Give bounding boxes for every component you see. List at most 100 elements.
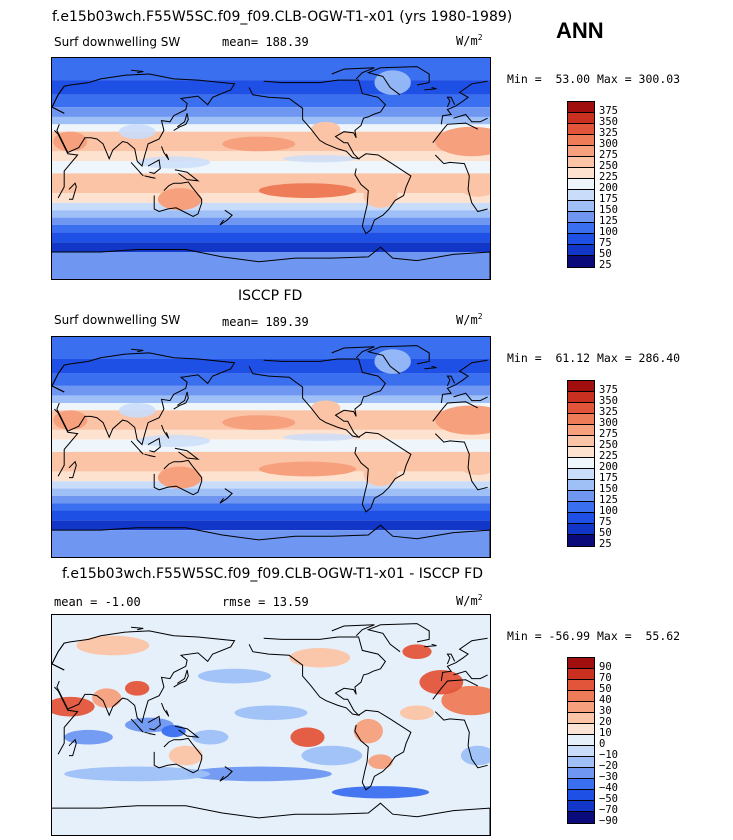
panel3-map bbox=[51, 614, 491, 836]
colorbar-swatch bbox=[568, 790, 594, 801]
colorbar-swatch bbox=[568, 403, 594, 414]
colorbar-swatch bbox=[568, 658, 594, 669]
colorbar-swatch bbox=[568, 669, 594, 680]
colorbar-swatch bbox=[568, 735, 594, 746]
colorbar-swatch bbox=[568, 223, 594, 234]
colorbar-label: −10 bbox=[599, 749, 618, 761]
colorbar-swatch bbox=[568, 812, 594, 823]
colorbar-swatch bbox=[568, 124, 594, 135]
colorbar-swatch bbox=[568, 713, 594, 724]
colorbar-swatch bbox=[568, 768, 594, 779]
colorbar-swatch bbox=[568, 201, 594, 212]
panel1-variable: Surf downwelling SW bbox=[54, 35, 181, 49]
colorbar-swatch bbox=[568, 779, 594, 790]
colorbar-label: 100 bbox=[599, 226, 618, 238]
colorbar-label: 100 bbox=[599, 505, 618, 517]
colorbar-swatch bbox=[568, 414, 594, 425]
colorbar-label: 20 bbox=[599, 716, 612, 728]
colorbar-label: 125 bbox=[599, 494, 618, 506]
colorbar-label: 125 bbox=[599, 215, 618, 227]
panel1-colorbar-labels: 375 350 325 300 275 250 225 200 175 150 125 100 75 50… bbox=[599, 101, 618, 271]
panel3-title: f.e15b03wch.F55W5SC.f09_f09.CLB-OGW-T1-x… bbox=[62, 566, 484, 582]
colorbar-swatch bbox=[568, 691, 594, 702]
colorbar-swatch bbox=[568, 245, 594, 256]
colorbar-swatch bbox=[568, 702, 594, 713]
panel1-map bbox=[51, 57, 491, 280]
colorbar-swatch bbox=[568, 757, 594, 768]
panel3-colorbar-labels: 90 70 50 40 30 20 10 0 −10 −20 −30 −40 −50 −70 −90 bbox=[599, 657, 618, 827]
panel1-units: W/m2 bbox=[456, 33, 483, 48]
colorbar-label: −50 bbox=[599, 793, 618, 805]
panel3-units: W/m2 bbox=[456, 593, 483, 608]
colorbar-label: 300 bbox=[599, 138, 618, 150]
colorbar-label: 50 bbox=[599, 248, 612, 260]
colorbar-label: 275 bbox=[599, 428, 618, 440]
colorbar-label: 300 bbox=[599, 417, 618, 429]
colorbar-swatch bbox=[568, 425, 594, 436]
colorbar-label: 90 bbox=[599, 661, 612, 673]
panel3-colorbar bbox=[567, 657, 595, 824]
colorbar-label: −90 bbox=[599, 815, 618, 827]
panel2-min-max: Min = 61.12 Max = 286.40 bbox=[507, 351, 681, 365]
colorbar-label: 150 bbox=[599, 483, 618, 495]
colorbar-label: 50 bbox=[599, 683, 612, 695]
colorbar-label: 175 bbox=[599, 472, 618, 484]
colorbar-swatch bbox=[568, 480, 594, 491]
season-label: ANN bbox=[556, 18, 604, 43]
colorbar-label: 175 bbox=[599, 193, 618, 205]
panel1-map-field bbox=[52, 58, 490, 279]
colorbar-label: 50 bbox=[599, 527, 612, 539]
colorbar-label: 200 bbox=[599, 461, 618, 473]
colorbar-label: 375 bbox=[599, 105, 618, 117]
colorbar-label: 25 bbox=[599, 259, 612, 271]
panel3-min-max: Min = -56.99 Max = 55.62 bbox=[507, 629, 681, 643]
panel3-rmse: rmse = 13.59 bbox=[222, 595, 309, 609]
colorbar-label: 200 bbox=[599, 182, 618, 194]
colorbar-swatch bbox=[568, 680, 594, 691]
panel2-map bbox=[51, 336, 491, 558]
colorbar-label: 225 bbox=[599, 171, 618, 183]
colorbar-swatch bbox=[568, 524, 594, 535]
colorbar-label: 150 bbox=[599, 204, 618, 216]
colorbar-swatch bbox=[568, 491, 594, 502]
colorbar-label: 10 bbox=[599, 727, 612, 739]
colorbar-swatch bbox=[568, 436, 594, 447]
colorbar-label: −20 bbox=[599, 760, 618, 772]
colorbar-label: 75 bbox=[599, 516, 612, 528]
colorbar-label: 30 bbox=[599, 705, 612, 717]
colorbar-label: 75 bbox=[599, 237, 612, 249]
panel2-colorbar-labels: 375 350 325 300 275 250 225 200 175 150 125 100 75 50… bbox=[599, 380, 618, 550]
colorbar-swatch bbox=[568, 746, 594, 757]
colorbar-swatch bbox=[568, 535, 594, 546]
panel2-variable: Surf downwelling SW bbox=[54, 313, 181, 327]
colorbar-label: 40 bbox=[599, 694, 612, 706]
colorbar-swatch bbox=[568, 458, 594, 469]
colorbar-label: 250 bbox=[599, 439, 618, 451]
colorbar-label: 70 bbox=[599, 672, 612, 684]
colorbar-label: 25 bbox=[599, 538, 612, 550]
colorbar-label: 0 bbox=[599, 738, 606, 750]
colorbar-swatch bbox=[568, 135, 594, 146]
colorbar-swatch bbox=[568, 447, 594, 458]
colorbar-swatch bbox=[568, 234, 594, 245]
colorbar-swatch bbox=[568, 256, 594, 267]
colorbar-label: −70 bbox=[599, 804, 618, 816]
colorbar-swatch bbox=[568, 392, 594, 403]
colorbar-swatch bbox=[568, 724, 594, 735]
colorbar-label: 275 bbox=[599, 149, 618, 161]
colorbar-swatch bbox=[568, 146, 594, 157]
panel3-mean: mean = -1.00 bbox=[54, 595, 141, 609]
colorbar-label: −30 bbox=[599, 771, 618, 783]
colorbar-label: 250 bbox=[599, 160, 618, 172]
panel2-title: ISCCP FD bbox=[238, 288, 303, 304]
colorbar-swatch bbox=[568, 190, 594, 201]
colorbar-label: 350 bbox=[599, 395, 618, 407]
colorbar-swatch bbox=[568, 168, 594, 179]
colorbar-swatch bbox=[568, 513, 594, 524]
panel1-colorbar bbox=[567, 101, 595, 268]
colorbar-swatch bbox=[568, 157, 594, 168]
panel2-map-field bbox=[52, 337, 490, 557]
panel2-colorbar bbox=[567, 380, 595, 547]
panel2-mean: mean= 189.39 bbox=[222, 315, 309, 329]
panel1-mean: mean= 188.39 bbox=[222, 35, 309, 49]
